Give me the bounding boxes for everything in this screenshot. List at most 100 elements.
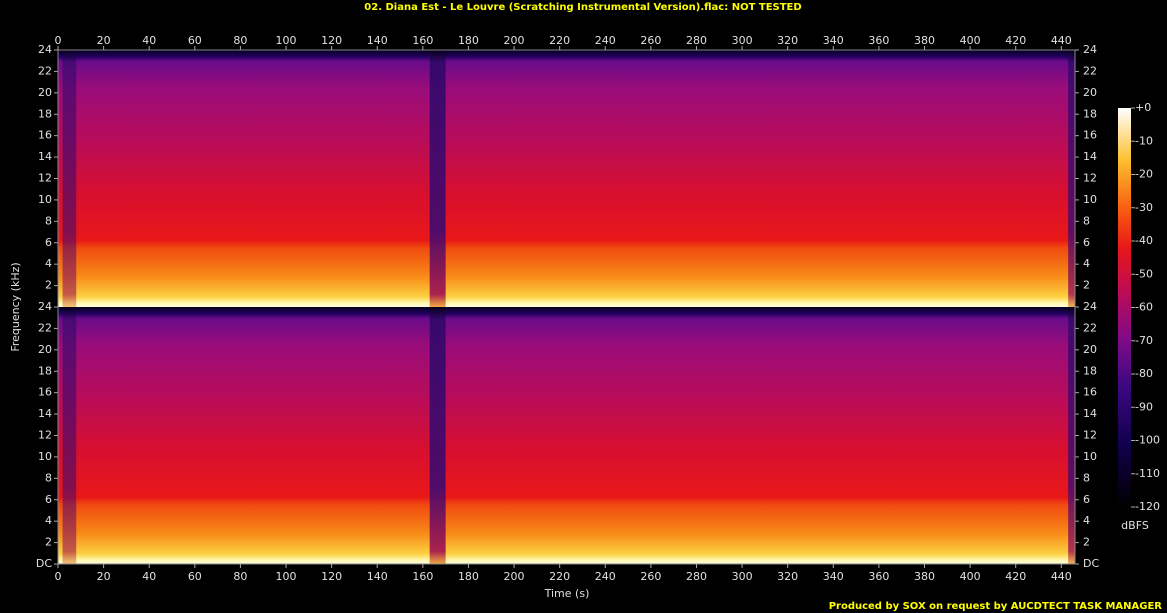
x-tick-label: 320 bbox=[777, 34, 798, 47]
y-tick-label: 8 bbox=[45, 471, 52, 484]
colorbar-tick-label: -110 bbox=[1135, 467, 1160, 480]
y-tick-label: 2 bbox=[1083, 279, 1090, 292]
y-tick-label: 22 bbox=[38, 321, 52, 334]
y-tick-label: 16 bbox=[38, 386, 52, 399]
x-tick-label: 20 bbox=[97, 570, 111, 583]
y-tick-label: 10 bbox=[1083, 193, 1097, 206]
plot-frame bbox=[57, 49, 1076, 565]
colorbar-tick-label: -20 bbox=[1135, 168, 1153, 181]
x-tick-label: 380 bbox=[914, 570, 935, 583]
x-tick-label: 280 bbox=[686, 34, 707, 47]
x-tick-label: 140 bbox=[367, 570, 388, 583]
y-tick-label: 6 bbox=[45, 493, 52, 506]
y-tick-label: 6 bbox=[45, 236, 52, 249]
y-tick-label: 12 bbox=[1083, 429, 1097, 442]
x-tick-label: 20 bbox=[97, 34, 111, 47]
colorbar-tick-label: -120 bbox=[1135, 500, 1160, 513]
y-tick-label: 16 bbox=[1083, 386, 1097, 399]
x-tick-label: 300 bbox=[732, 34, 753, 47]
y-tick-label: 12 bbox=[38, 429, 52, 442]
x-tick-label: 440 bbox=[1051, 570, 1072, 583]
x-axis-label: Time (s) bbox=[544, 587, 590, 600]
x-tick-label: 60 bbox=[188, 34, 202, 47]
y-tick-label: 8 bbox=[1083, 214, 1090, 227]
x-tick-label: 200 bbox=[504, 34, 525, 47]
x-tick-label: 220 bbox=[549, 34, 570, 47]
colorbar-tick-label: -10 bbox=[1135, 134, 1153, 147]
y-tick-label: 6 bbox=[1083, 236, 1090, 249]
y-tick-label: 24 bbox=[38, 43, 52, 56]
x-tick-label: 380 bbox=[914, 34, 935, 47]
y-tick-label: 16 bbox=[1083, 129, 1097, 142]
x-tick-label: 240 bbox=[595, 570, 616, 583]
y-tick-label: 16 bbox=[38, 129, 52, 142]
x-tick-label: 80 bbox=[233, 34, 247, 47]
x-tick-label: 180 bbox=[458, 570, 479, 583]
x-tick-label: 300 bbox=[732, 570, 753, 583]
y-tick-label: 14 bbox=[1083, 150, 1097, 163]
x-tick-label: 80 bbox=[233, 570, 247, 583]
x-tick-label: 360 bbox=[868, 570, 889, 583]
y-tick-label: 22 bbox=[1083, 321, 1097, 334]
x-tick-label: 400 bbox=[960, 570, 981, 583]
x-tick-label: 180 bbox=[458, 34, 479, 47]
x-tick-label: 440 bbox=[1051, 34, 1072, 47]
y-tick-label: 22 bbox=[1083, 64, 1097, 77]
y-tick-label: 8 bbox=[45, 214, 52, 227]
x-tick-label: 0 bbox=[55, 34, 62, 47]
y-tick-label: 2 bbox=[1083, 536, 1090, 549]
y-tick-label: 18 bbox=[1083, 107, 1097, 120]
y-tick-label: 20 bbox=[1083, 343, 1097, 356]
x-tick-label: 360 bbox=[868, 34, 889, 47]
y-tick-label: 6 bbox=[1083, 493, 1090, 506]
x-tick-label: 260 bbox=[640, 570, 661, 583]
x-tick-label: 340 bbox=[823, 570, 844, 583]
x-tick-label: 200 bbox=[504, 570, 525, 583]
y-tick-label: 14 bbox=[38, 150, 52, 163]
colorbar-tick-label: -40 bbox=[1135, 234, 1153, 247]
y-tick-label: 4 bbox=[45, 514, 52, 527]
y-tick-label: 8 bbox=[1083, 471, 1090, 484]
y-tick-label: 14 bbox=[1083, 407, 1097, 420]
x-tick-label: 400 bbox=[960, 34, 981, 47]
y-tick-label: 12 bbox=[38, 172, 52, 185]
x-tick-label: 220 bbox=[549, 570, 570, 583]
y-tick-label: 2 bbox=[45, 536, 52, 549]
y-tick-label: 4 bbox=[1083, 514, 1090, 527]
y-tick-label: 20 bbox=[38, 86, 52, 99]
y-tick-label: 4 bbox=[1083, 257, 1090, 270]
chart-title: 02. Diana Est - Le Louvre (Scratching In… bbox=[364, 2, 801, 13]
quiet-section bbox=[62, 50, 77, 307]
y-tick-label: 18 bbox=[38, 107, 52, 120]
fade-out bbox=[1068, 50, 1075, 307]
y-tick-label: 24 bbox=[38, 300, 52, 313]
colorbar-tick-label: +0 bbox=[1135, 101, 1151, 114]
spectrogram-panel bbox=[58, 307, 1075, 564]
y-tick-label: 24 bbox=[1083, 300, 1097, 313]
y-tick-label: 10 bbox=[38, 450, 52, 463]
x-tick-label: 240 bbox=[595, 34, 616, 47]
x-tick-label: 120 bbox=[321, 34, 342, 47]
x-tick-label: 60 bbox=[188, 570, 202, 583]
colorbar-tick-label: -60 bbox=[1135, 301, 1153, 314]
x-tick-label: 280 bbox=[686, 570, 707, 583]
y-tick-label: 10 bbox=[1083, 450, 1097, 463]
colorbar bbox=[1118, 108, 1131, 507]
x-tick-label: 140 bbox=[367, 34, 388, 47]
x-tick-label: 100 bbox=[276, 570, 297, 583]
colorbar-tick-label: -30 bbox=[1135, 201, 1153, 214]
y-tick-label: 20 bbox=[38, 343, 52, 356]
colorbar-tick-label: -80 bbox=[1135, 367, 1153, 380]
x-tick-label: 0 bbox=[55, 570, 62, 583]
colorbar-tick-label: -70 bbox=[1135, 334, 1153, 347]
quiet-section bbox=[429, 307, 446, 564]
y-tick-label: DC bbox=[1083, 557, 1099, 570]
x-tick-label: 260 bbox=[640, 34, 661, 47]
y-tick-label: 12 bbox=[1083, 172, 1097, 185]
x-tick-label: 160 bbox=[412, 34, 433, 47]
x-tick-label: 120 bbox=[321, 570, 342, 583]
y-tick-label: 22 bbox=[38, 64, 52, 77]
y-tick-label: 20 bbox=[1083, 86, 1097, 99]
y-tick-label: 24 bbox=[1083, 43, 1097, 56]
x-tick-label: 40 bbox=[142, 34, 156, 47]
